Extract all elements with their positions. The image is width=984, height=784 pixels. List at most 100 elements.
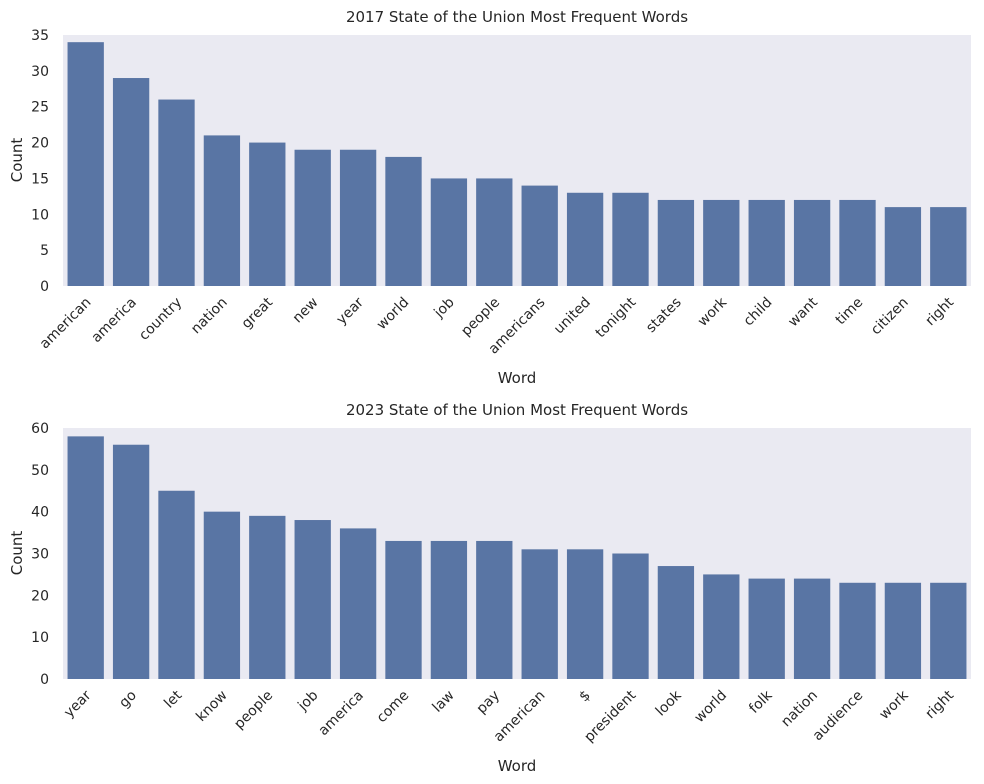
x-tick-label: job: [431, 294, 458, 321]
bar-american: [521, 549, 558, 679]
x-tick-label: united: [551, 295, 594, 338]
y-tick-label: 25: [31, 100, 49, 116]
y-ticks-2023: 0 10 20 30 40 50 60: [31, 421, 49, 688]
x-tick-label: america: [315, 688, 366, 739]
y-axis-label-2017: Count: [8, 138, 26, 183]
bars-2017: [67, 42, 967, 287]
bar-world: [385, 156, 422, 286]
bar-child: [748, 199, 785, 286]
x-tick-label: country: [136, 295, 185, 344]
x-tick-label: come: [374, 688, 413, 727]
x-tick-label: people: [458, 295, 503, 340]
x-tick-label: time: [833, 295, 867, 329]
y-tick-label: 10: [31, 630, 49, 646]
x-tick-label: nation: [778, 688, 821, 731]
x-tick-label: audience: [810, 688, 867, 745]
y-tick-label: 10: [31, 207, 49, 223]
bar-look: [657, 566, 695, 679]
x-tick-label: america: [88, 295, 139, 346]
bar-states: [657, 199, 695, 286]
bar-america: [339, 528, 377, 679]
bar-year: [339, 149, 377, 286]
x-tick-label: job: [294, 687, 321, 714]
bar-new: [294, 149, 331, 286]
x-tick-label: pay: [474, 688, 504, 718]
bar-want: [793, 199, 831, 286]
bar-folk: [748, 578, 785, 679]
x-tick-label: know: [193, 688, 230, 725]
x-tick-label: citizen: [868, 295, 912, 339]
bar-dollar: [566, 549, 604, 679]
bar-nation: [203, 135, 241, 286]
bar-united: [566, 192, 604, 286]
bar-people: [476, 178, 513, 286]
bar-work: [884, 582, 922, 679]
chart-title-2023: 2023 State of the Union Most Frequent Wo…: [346, 401, 688, 419]
bar-america: [112, 78, 150, 287]
plot-area-2023: [63, 428, 971, 679]
bar-come: [385, 540, 422, 679]
y-tick-label: 0: [40, 279, 49, 295]
bar-job: [294, 520, 331, 679]
x-tick-label: look: [653, 687, 686, 720]
y-tick-label: 40: [31, 505, 49, 521]
bar-law: [430, 540, 468, 679]
y-tick-label: 30: [31, 64, 49, 80]
bar-american: [67, 42, 104, 286]
bar-job: [430, 178, 468, 286]
x-tick-label: go: [116, 688, 140, 712]
bar-nation: [793, 578, 831, 679]
x-tick-label: want: [785, 294, 821, 330]
plot-area-2017: [63, 35, 971, 286]
y-axis-label-2023: Count: [8, 531, 26, 576]
x-axis-label-2023: Word: [498, 757, 537, 775]
y-tick-label: 35: [31, 28, 49, 44]
y-tick-label: 0: [40, 672, 49, 688]
bar-country: [158, 99, 195, 287]
chart-2023: 0 10 20 30 40 50 60 year go let know people jobamer…: [8, 401, 971, 775]
x-tick-label: let: [161, 687, 185, 711]
x-tick-label: right: [923, 294, 958, 329]
x-tick-label: tonight: [593, 294, 640, 341]
bar-let: [158, 490, 195, 679]
x-tick-label: $: [576, 688, 594, 706]
x-tick-label: world: [374, 295, 413, 334]
bar-president: [612, 553, 649, 679]
x-tick-label: child: [741, 295, 776, 330]
x-tick-label: new: [290, 295, 322, 327]
bar-right: [930, 582, 967, 679]
y-tick-label: 15: [31, 171, 49, 187]
bar-tonight: [612, 192, 649, 286]
y-ticks-2017: 0 5 10 15 20 25 30 35: [31, 28, 49, 295]
x-tick-label: law: [429, 688, 457, 716]
bar-citizen: [884, 207, 922, 286]
x-tick-label: american: [37, 295, 95, 353]
bars-2023: [67, 436, 967, 679]
bar-world: [703, 574, 740, 679]
bar-year: [67, 436, 104, 679]
x-axis-label-2017: Word: [498, 369, 537, 387]
bar-right: [930, 207, 967, 286]
y-tick-label: 30: [31, 547, 49, 563]
bar-americans: [521, 185, 558, 286]
bar-go: [112, 444, 150, 679]
x-tick-label: folk: [746, 687, 776, 717]
bar-work: [703, 199, 740, 286]
bar-pay: [476, 540, 513, 679]
x-tick-label: year: [334, 294, 368, 328]
x-tick-label: nation: [188, 295, 231, 338]
bar-great: [249, 142, 286, 286]
x-tick-label: work: [695, 294, 731, 330]
bar-know: [203, 511, 241, 679]
bar-people: [249, 515, 286, 679]
bar-audience: [839, 582, 876, 679]
x-tick-label: right: [923, 687, 958, 722]
x-tick-label: work: [876, 687, 912, 723]
x-tick-label: great: [239, 294, 277, 332]
bar-time: [839, 199, 876, 286]
x-tick-label: year: [61, 687, 95, 721]
